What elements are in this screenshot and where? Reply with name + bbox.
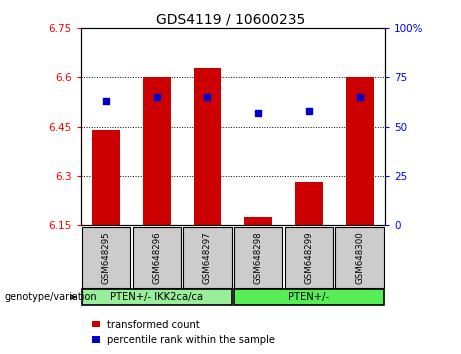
Text: PTEN+/- IKK2ca/ca: PTEN+/- IKK2ca/ca bbox=[110, 292, 203, 302]
Text: GSM648296: GSM648296 bbox=[152, 232, 161, 284]
Bar bbox=[336, 227, 384, 288]
Text: GSM648297: GSM648297 bbox=[203, 232, 212, 284]
Bar bbox=[143, 78, 171, 225]
Bar bbox=[82, 227, 130, 288]
Text: GDS4119 / 10600235: GDS4119 / 10600235 bbox=[156, 12, 305, 27]
Point bbox=[102, 98, 110, 104]
Text: PTEN+/-: PTEN+/- bbox=[288, 292, 330, 302]
Text: percentile rank within the sample: percentile rank within the sample bbox=[107, 335, 275, 345]
Bar bbox=[234, 289, 384, 305]
Text: GSM648295: GSM648295 bbox=[101, 232, 111, 284]
Bar bbox=[244, 217, 272, 225]
Bar bbox=[194, 68, 221, 225]
Bar bbox=[346, 78, 373, 225]
Point bbox=[153, 94, 160, 100]
Bar bbox=[82, 289, 232, 305]
Bar bbox=[295, 182, 323, 225]
Text: GSM648299: GSM648299 bbox=[304, 232, 313, 284]
Point bbox=[356, 94, 363, 100]
Text: GSM648298: GSM648298 bbox=[254, 232, 263, 284]
Text: transformed count: transformed count bbox=[107, 320, 200, 330]
Text: genotype/variation: genotype/variation bbox=[5, 292, 97, 302]
Bar bbox=[285, 227, 333, 288]
Point bbox=[204, 94, 211, 100]
Point bbox=[254, 110, 262, 116]
Bar bbox=[133, 227, 181, 288]
Bar bbox=[183, 227, 231, 288]
Bar bbox=[92, 130, 120, 225]
Bar bbox=[234, 227, 282, 288]
Text: GSM648300: GSM648300 bbox=[355, 232, 364, 284]
Point bbox=[305, 108, 313, 114]
